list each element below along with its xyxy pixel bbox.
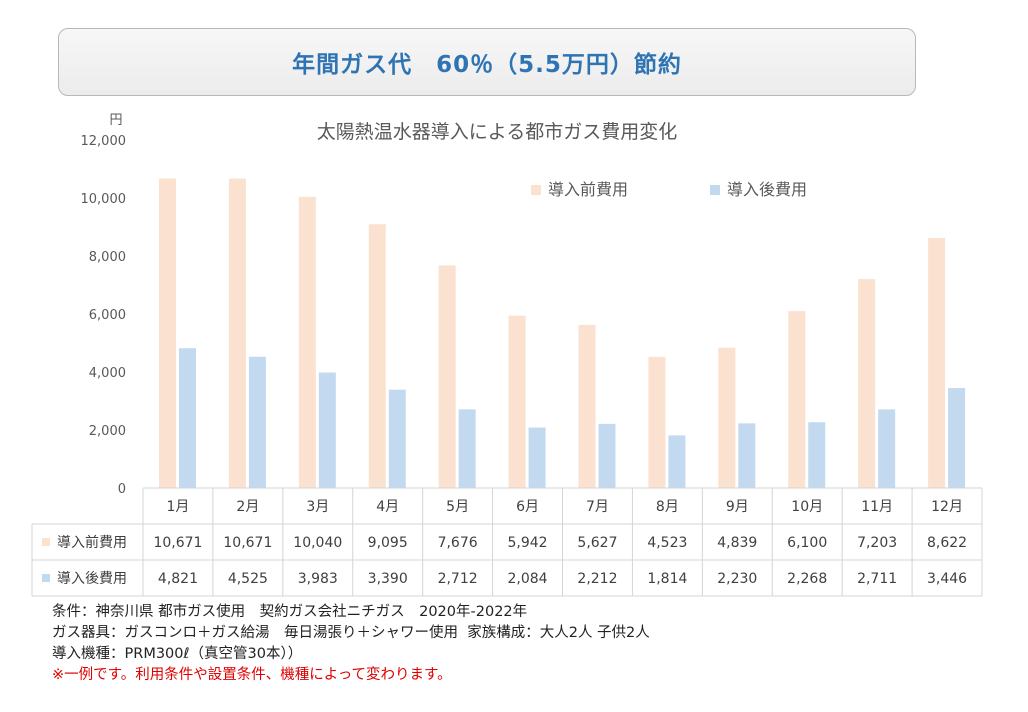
bar-before (718, 347, 736, 488)
cost-bar-chart: 太陽熱温水器導入による都市ガス費用変化 円 0 2,000 4,000 6,000 8,00… (31, 113, 983, 597)
table-series-label: 導入前費用 (57, 534, 127, 551)
equipment-line: ガス器具：ガスコンロ＋ガス給湯 毎日湯張り＋シャワー使用 家族構成：大人2人 子… (52, 625, 650, 641)
bar-before (928, 237, 946, 488)
x-category-label: 4月 (376, 499, 399, 515)
bar-before (788, 311, 806, 488)
bar-after (808, 422, 826, 488)
table-value-label: 5,942 (507, 535, 547, 551)
disclaimer-line: ※一例です。利用条件や設置条件、機種によって変わります。 (52, 667, 452, 683)
conditions-notes: 条件：神奈川県 都市ガス使用 契約ガス会社ニチガス 2020年-2022年 ガス… (52, 602, 650, 686)
x-category-label: 10月 (791, 499, 823, 515)
bar-before (298, 196, 316, 488)
bar-before (159, 178, 176, 488)
x-category-label: 8月 (656, 499, 679, 515)
table-value-label: 4,525 (228, 571, 268, 587)
y-tick-label: 8,000 (89, 250, 126, 265)
bar-after (948, 388, 966, 488)
table-legend-swatch (42, 574, 50, 582)
bar-after (318, 372, 336, 488)
table-value-label: 9,095 (368, 535, 408, 551)
table-value-label: 2,230 (717, 571, 757, 587)
x-category-label: 7月 (586, 499, 609, 515)
table-value-label: 4,821 (158, 571, 198, 587)
y-tick-label: 12,000 (81, 134, 127, 149)
bar-after (248, 356, 266, 488)
bar-after (179, 348, 196, 488)
bar-after (738, 423, 756, 488)
x-category-label: 5月 (446, 499, 469, 515)
table-value-label: 3,446 (927, 571, 967, 587)
chart-title: 太陽熱温水器導入による都市ガス費用変化 (317, 121, 677, 143)
table-value-label: 7,203 (857, 535, 897, 551)
bar-before (228, 178, 246, 488)
table-legend-swatch (42, 538, 50, 546)
bar-before (858, 279, 876, 488)
savings-banner-text: 年間ガス代 60％（5.5万円）節約 (292, 52, 682, 78)
bar-after (458, 409, 476, 488)
bar-before (648, 356, 666, 488)
x-category-label: 2月 (236, 499, 259, 515)
table-value-label: 10,040 (293, 535, 342, 551)
x-category-label: 1月 (166, 499, 189, 515)
table-value-label: 1,814 (647, 571, 687, 587)
bar-before (438, 265, 456, 488)
y-tick-label: 4,000 (89, 366, 126, 381)
bar-before (578, 324, 596, 488)
legend-label: 導入前費用 (548, 180, 628, 199)
table-value-label: 10,671 (153, 535, 202, 551)
table-value-label: 2,084 (507, 571, 547, 587)
bar-after (528, 427, 546, 488)
table-value-label: 4,839 (717, 535, 757, 551)
table-series-label: 導入後費用 (57, 571, 127, 587)
y-tick-label: 0 (118, 482, 126, 497)
bar-after (668, 435, 686, 488)
y-tick-label: 10,000 (81, 192, 127, 207)
y-axis-unit: 円 (109, 113, 122, 128)
bar-before (508, 315, 526, 488)
legend-swatch (710, 185, 720, 195)
x-category-label: 9月 (726, 499, 749, 515)
table-value-label: 3,983 (298, 571, 338, 587)
table-value-label: 2,268 (787, 571, 827, 587)
legend-label: 導入後費用 (727, 180, 807, 199)
bar-after (388, 389, 406, 488)
bar-before (368, 224, 386, 488)
table-value-label: 2,212 (577, 571, 617, 587)
table-value-label: 10,671 (223, 535, 272, 551)
table-value-label: 2,712 (438, 571, 478, 587)
conditions-line: 条件：神奈川県 都市ガス使用 契約ガス会社ニチガス 2020年-2022年 (52, 604, 528, 620)
y-tick-label: 2,000 (89, 424, 126, 439)
y-tick-label: 6,000 (89, 308, 126, 323)
legend-swatch (531, 185, 541, 195)
table-value-label: 2,711 (857, 571, 897, 587)
bar-after (598, 423, 616, 488)
table-value-label: 5,627 (577, 535, 617, 551)
bar-after (878, 409, 896, 488)
x-category-label: 6月 (516, 499, 539, 515)
table-value-label: 8,622 (927, 535, 967, 551)
table-value-label: 4,523 (647, 535, 687, 551)
table-value-label: 6,100 (787, 535, 827, 551)
model-line: 導入機種：PRM300ℓ（真空管30本）） (52, 646, 303, 662)
table-value-label: 7,676 (438, 535, 478, 551)
x-category-label: 11月 (861, 499, 893, 515)
x-category-label: 12月 (931, 499, 963, 515)
x-category-label: 3月 (306, 499, 329, 515)
table-value-label: 3,390 (368, 571, 408, 587)
savings-banner: 年間ガス代 60％（5.5万円）節約 (58, 28, 916, 96)
